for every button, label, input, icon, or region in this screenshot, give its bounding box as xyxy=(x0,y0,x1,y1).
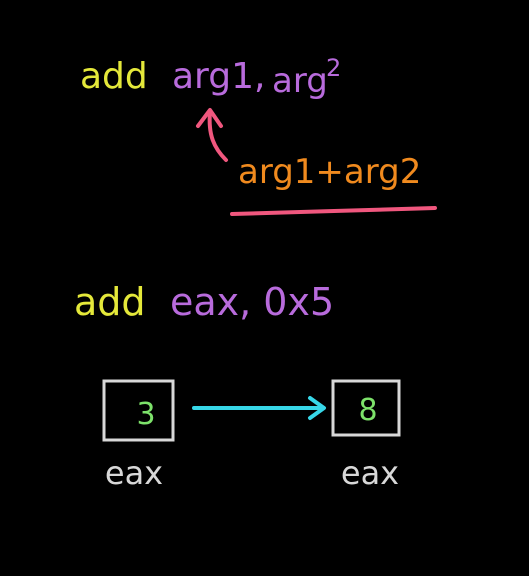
register-box-before: 3 xyxy=(102,379,175,442)
generic-mnemonic: add xyxy=(80,56,148,97)
register-box-before-frame xyxy=(102,379,175,442)
register-label-before: eax xyxy=(105,454,163,492)
register-label-after: eax xyxy=(341,454,399,492)
right-arrow-icon xyxy=(192,396,326,420)
curved-up-arrow-icon xyxy=(196,108,228,162)
register-value-before: 3 xyxy=(136,397,155,432)
register-box-after-frame xyxy=(331,379,401,437)
result-expression: arg1+arg2 xyxy=(238,152,421,192)
result-underline xyxy=(230,206,437,216)
register-value-after: 8 xyxy=(358,393,377,428)
example-operands: eax, 0x5 xyxy=(170,280,334,324)
generic-arg2: arg xyxy=(272,61,328,101)
generic-arg2-superscript: 2 xyxy=(326,54,341,82)
register-box-after: 8 xyxy=(331,379,401,437)
example-mnemonic: add xyxy=(74,280,146,324)
generic-arg1: arg1, xyxy=(172,56,265,97)
